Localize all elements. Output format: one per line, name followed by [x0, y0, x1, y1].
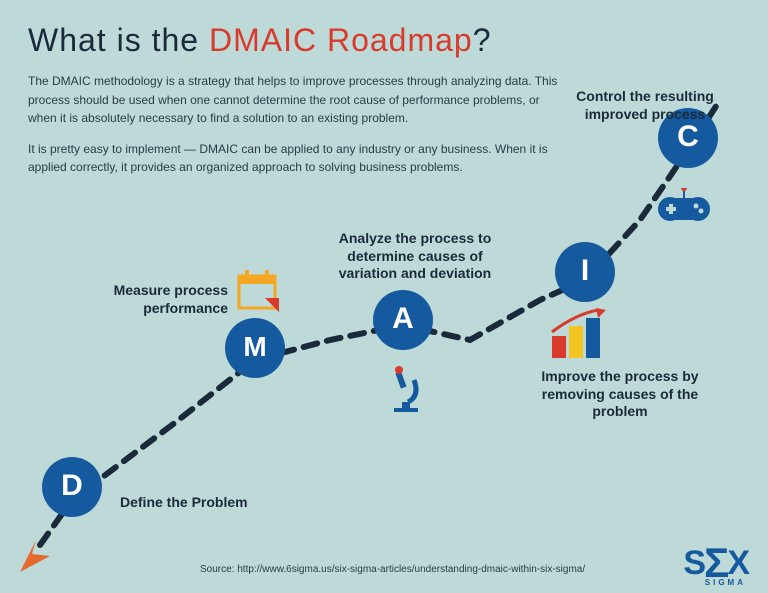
title-highlight: DMAIC Roadmap	[209, 22, 473, 58]
node-letter: C	[677, 120, 699, 154]
microscope-icon	[388, 366, 424, 419]
node-letter: D	[61, 469, 83, 503]
title-suffix: ?	[473, 22, 492, 58]
intro-p1: The DMAIC methodology is a strategy that…	[28, 72, 558, 128]
node-letter: M	[243, 331, 266, 363]
node-label-c: Control the resulting improved process	[560, 88, 730, 123]
source-text: Source: http://www.6sigma.us/six-sigma-a…	[200, 564, 585, 575]
node-label-m: Measure process performance	[88, 282, 228, 317]
node-label-d: Define the Problem	[120, 494, 320, 512]
logo-s: S	[683, 544, 704, 582]
barchart-icon	[546, 308, 606, 367]
logo-x: X	[727, 544, 748, 582]
node-label-a: Analyze the process to determine causes …	[320, 230, 510, 283]
logo-subtext: SIGMA	[705, 578, 746, 587]
node-m: M	[225, 318, 285, 378]
title-prefix: What is the	[28, 22, 209, 58]
node-i: I	[555, 242, 615, 302]
gamepad-icon	[656, 188, 712, 233]
node-d: D	[42, 457, 102, 517]
node-letter: A	[392, 302, 414, 336]
start-arrow-icon	[18, 540, 52, 579]
node-letter: I	[581, 254, 589, 288]
six-sigma-logo: SΣX	[683, 539, 748, 581]
intro-p2: It is pretty easy to implement — DMAIC c…	[28, 140, 558, 177]
intro-block: The DMAIC methodology is a strategy that…	[28, 72, 558, 189]
page-title: What is the DMAIC Roadmap?	[28, 22, 492, 59]
calendar-icon	[235, 268, 279, 317]
node-a: A	[373, 290, 433, 350]
node-label-i: Improve the process by removing causes o…	[535, 368, 705, 421]
